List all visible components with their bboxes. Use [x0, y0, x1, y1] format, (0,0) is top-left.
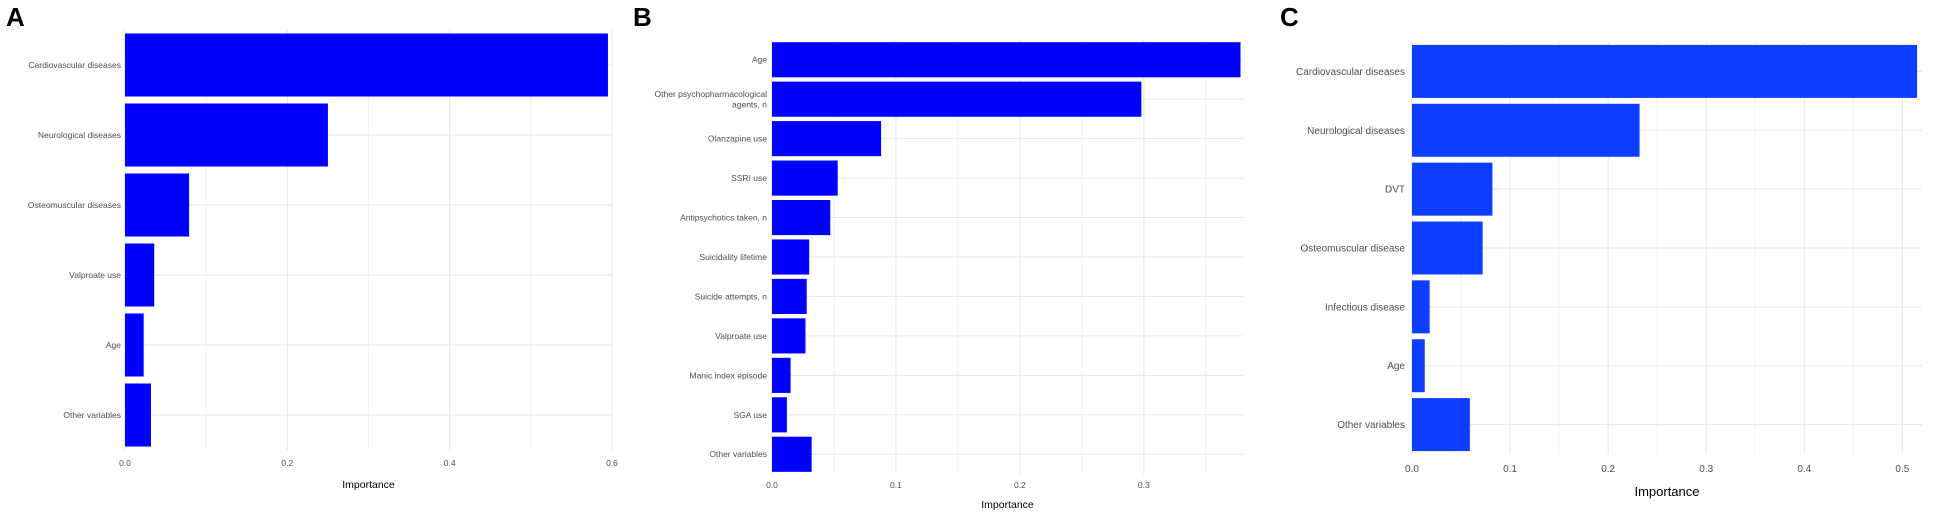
bar: [1412, 44, 1918, 98]
x-tick-label: 0.1: [890, 480, 902, 490]
panel-c-letter: C: [1280, 2, 1299, 32]
category-label: Valproate use: [69, 270, 121, 280]
bar: [125, 313, 144, 377]
category-label: Olanzapine use: [708, 134, 767, 144]
bar: [125, 173, 190, 237]
x-tick-label: 0.0: [119, 458, 131, 468]
category-label: Neurological diseases: [1307, 126, 1405, 137]
category-label: Neurological diseases: [38, 130, 121, 140]
bar: [1412, 339, 1425, 393]
bar: [772, 436, 812, 472]
x-tick-label: 0.5: [1895, 464, 1909, 475]
category-label: Osteomuscular disease: [1301, 244, 1406, 255]
x-tick-label: 0.3: [1699, 464, 1713, 475]
bar: [772, 121, 882, 157]
bar: [772, 397, 787, 433]
panel-b-letter: B: [633, 2, 652, 32]
category-label: Osteomuscular diseases: [28, 200, 121, 210]
bar: [125, 243, 155, 307]
x-tick-label: 0.6: [606, 458, 618, 468]
bar: [125, 383, 151, 447]
x-tick-label: 0.2: [1601, 464, 1615, 475]
bar: [1412, 103, 1640, 157]
bar: [1412, 280, 1430, 334]
category-label: Other variables: [63, 410, 121, 420]
bar: [772, 81, 1142, 117]
category-label: Cardiovascular diseases: [1296, 67, 1405, 78]
category-label: SSRI use: [731, 173, 767, 183]
category-label: SGA use: [733, 410, 767, 420]
bar: [1412, 398, 1470, 452]
bar: [772, 357, 791, 393]
category-label: Other psychopharmacological agents, n: [655, 89, 768, 110]
category-label: Age: [1387, 361, 1405, 372]
bar: [772, 239, 810, 275]
x-tick-label: 0.4: [444, 458, 456, 468]
x-axis-title: Importance: [981, 499, 1034, 511]
x-tick-label: 0.2: [281, 458, 293, 468]
x-axis-title: Importance: [342, 479, 395, 491]
x-tick-label: 0.0: [1405, 464, 1419, 475]
panel-a-letter: A: [6, 2, 25, 32]
bar: [772, 42, 1241, 78]
bar: [772, 278, 807, 315]
x-tick-label: 0.3: [1138, 480, 1150, 490]
category-label: Cardiovascular diseases: [28, 60, 121, 70]
category-label: Other variables: [709, 449, 767, 459]
x-tick-label: 0.0: [766, 480, 778, 490]
bar: [772, 318, 806, 354]
bar: [125, 103, 328, 167]
bar: [1412, 221, 1483, 275]
panel-b: B Age Other psychopharmacological agents, …: [633, 2, 1243, 511]
x-tick-label: 0.1: [1503, 464, 1517, 475]
category-label: Infectious disease: [1325, 302, 1405, 313]
bar: [125, 33, 608, 97]
category-label: Age: [106, 340, 121, 350]
category-label: Suicidality lifetime: [699, 252, 767, 262]
category-label: Antipsychotics taken, n: [680, 213, 767, 223]
x-axis-title: Importance: [1634, 484, 1699, 499]
category-label: Valproate use: [715, 331, 767, 341]
category-label: Age: [752, 55, 767, 65]
category-label: Suicide attempts, n: [695, 291, 768, 301]
x-tick-label: 0.2: [1014, 480, 1026, 490]
panel-c: C Cardiovascular diseases Neurological di…: [1280, 2, 1922, 499]
category-label: Manic index episode: [690, 370, 768, 380]
category-label: DVT: [1385, 185, 1405, 196]
category-label: Other variables: [1337, 420, 1405, 431]
x-tick-label: 0.4: [1797, 464, 1811, 475]
bar: [772, 160, 838, 196]
panel-a: A Cardiovascular diseases Neurological di…: [6, 2, 618, 491]
bar: [1412, 162, 1493, 216]
bar: [772, 199, 831, 236]
